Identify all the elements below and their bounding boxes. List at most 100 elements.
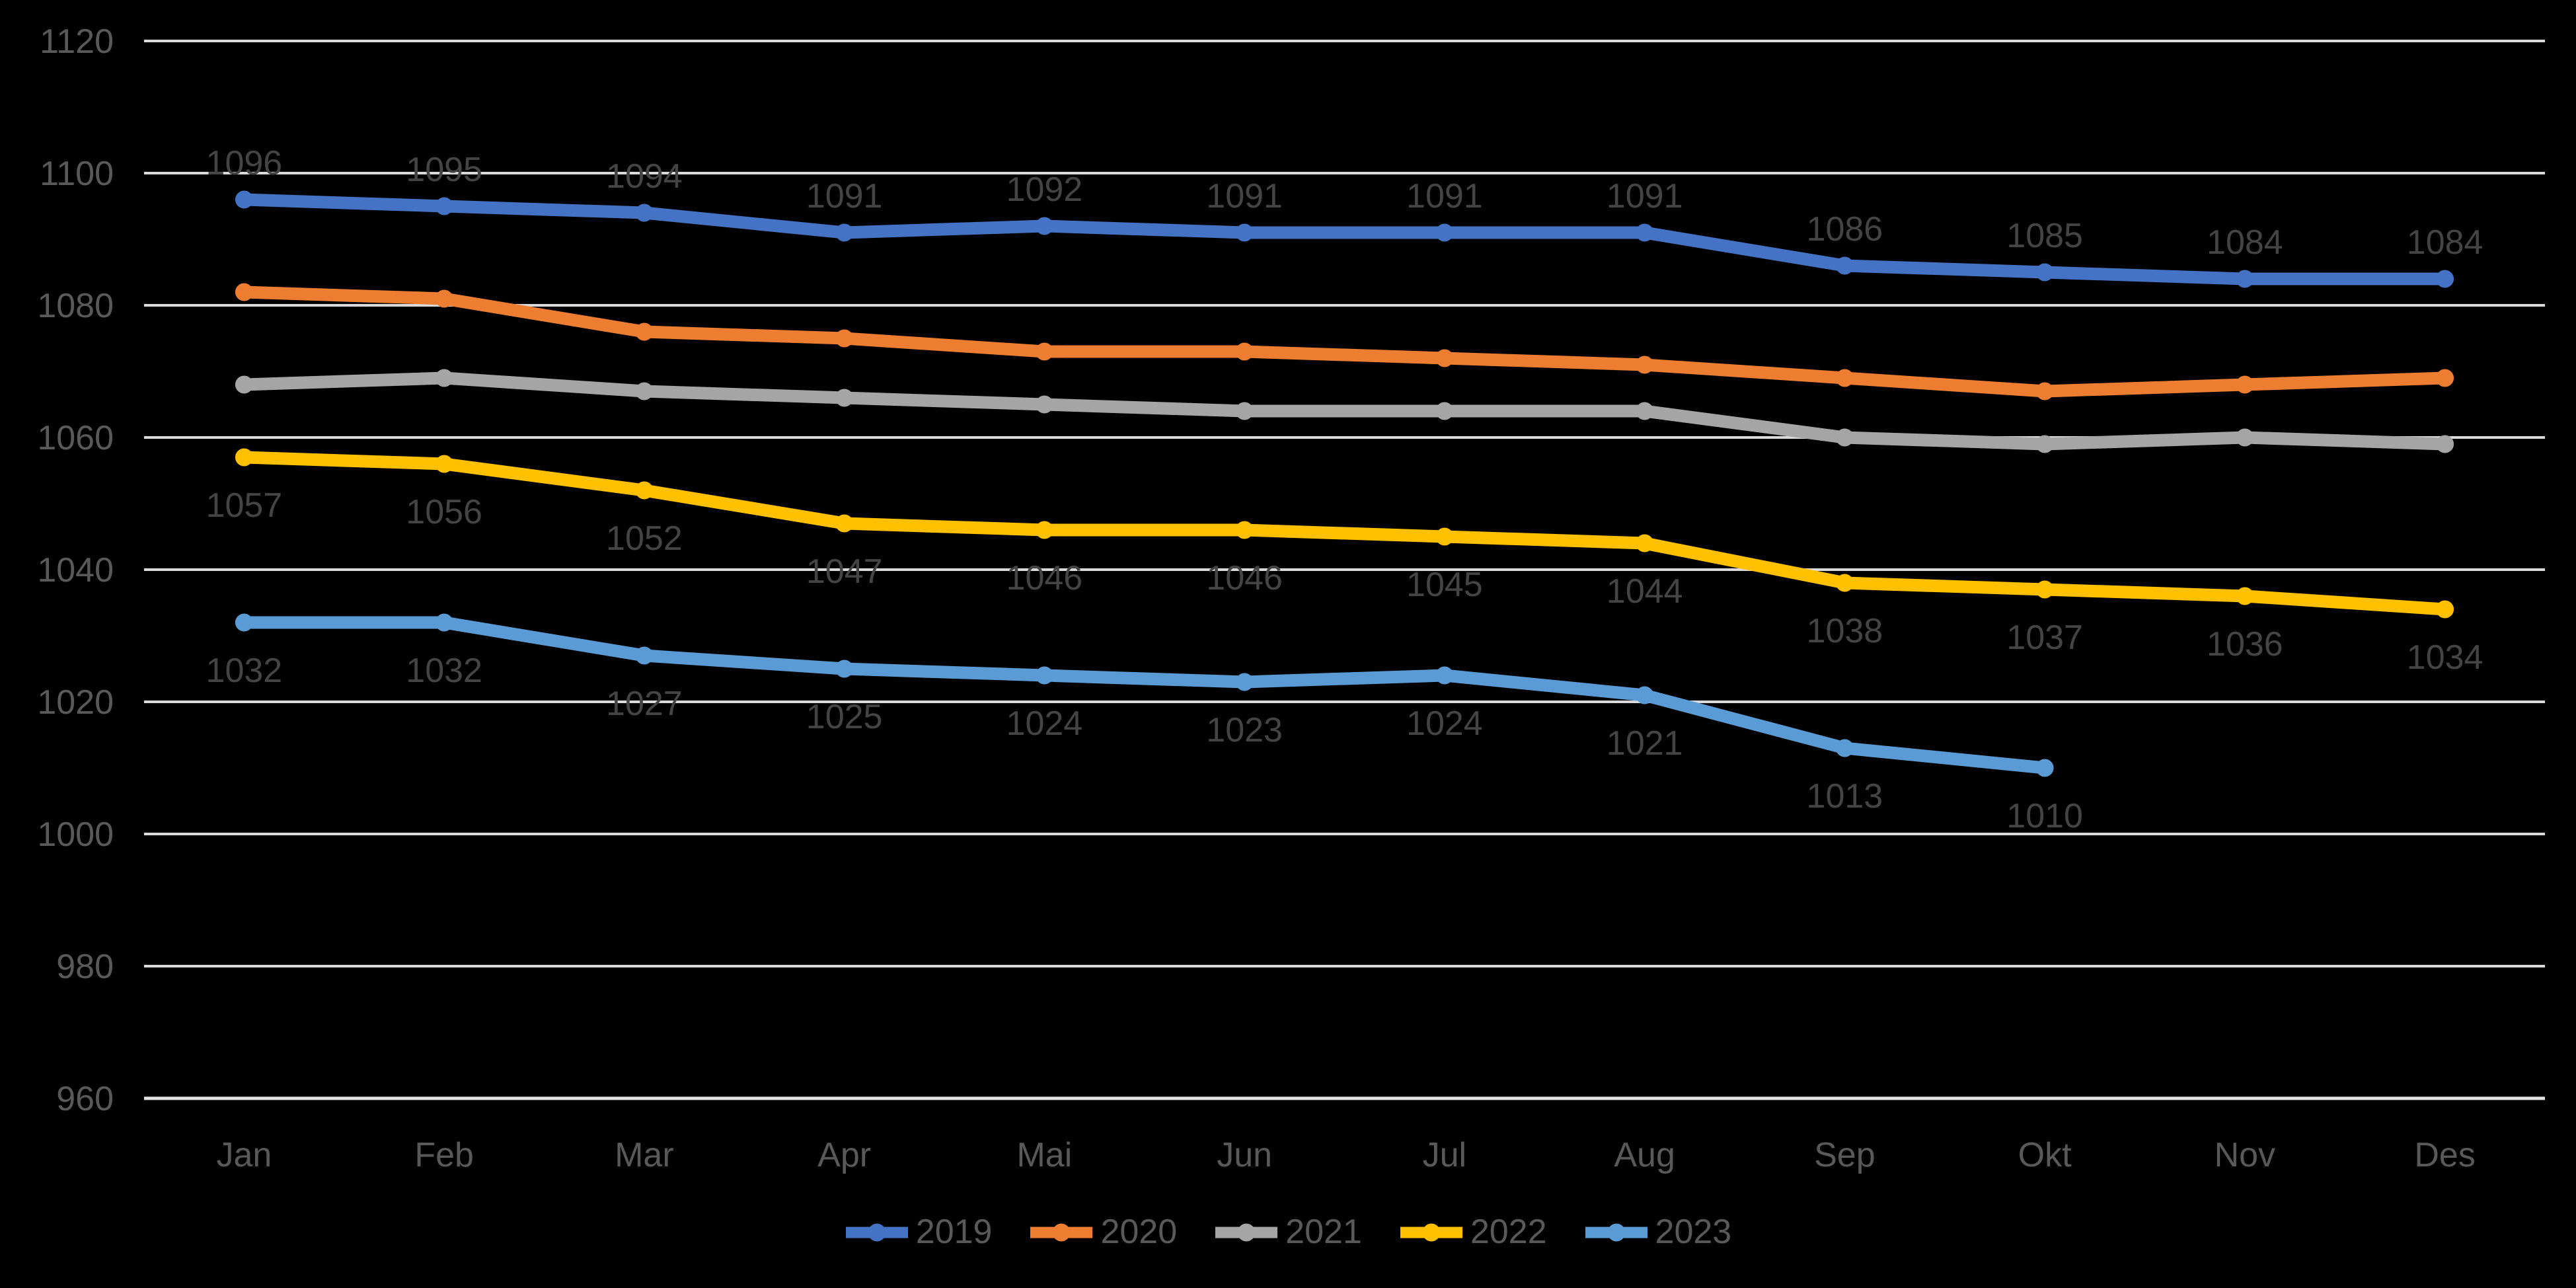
x-axis-tick-label: Jul — [1423, 1136, 1466, 1174]
data-point-marker-2021 — [235, 375, 253, 394]
series-line-2019 — [237, 193, 2452, 285]
data-point-marker-2022 — [2236, 587, 2254, 605]
data-label-2023: 1013 — [1807, 777, 1883, 815]
data-label-2022: 1047 — [806, 552, 883, 591]
y-axis-tick-label: 1060 — [37, 419, 114, 457]
y-axis-tick-label: 960 — [56, 1080, 114, 1118]
series-line-2020 — [237, 285, 2452, 398]
data-point-marker-2019 — [835, 223, 854, 242]
legend-marker-dot — [1607, 1223, 1626, 1242]
data-point-marker-2022 — [1835, 574, 1854, 592]
legend-item-2023: 2023 — [1584, 1213, 1732, 1251]
x-axis-tick-label: Apr — [817, 1136, 871, 1174]
data-point-marker-2021 — [1035, 395, 1053, 414]
data-point-marker-2023 — [1035, 666, 1053, 685]
data-label-2022: 1046 — [1006, 559, 1083, 597]
data-label-2019: 1091 — [806, 177, 883, 215]
data-point-marker-2022 — [2436, 600, 2454, 619]
data-point-marker-2021 — [835, 389, 854, 407]
data-point-marker-2019 — [2035, 263, 2054, 282]
y-axis-tick-label: 1040 — [37, 551, 114, 589]
data-point-marker-2023 — [235, 613, 253, 632]
y-axis-tick-label: 1000 — [37, 815, 114, 854]
data-point-marker-2023 — [1435, 666, 1454, 685]
data-point-marker-2022 — [435, 455, 453, 473]
data-point-marker-2021 — [2236, 428, 2254, 447]
data-label-2023: 1032 — [206, 652, 283, 690]
legend-label-2023: 2023 — [1655, 1213, 1732, 1251]
data-point-marker-2019 — [1435, 223, 1454, 242]
data-point-marker-2022 — [235, 448, 253, 467]
data-point-marker-2021 — [635, 382, 654, 400]
y-axis-tick-label: 980 — [56, 948, 114, 986]
data-label-2022: 1044 — [1607, 572, 1683, 611]
x-axis-tick-label: Jan — [216, 1136, 272, 1174]
x-axis-tick-label: Nov — [2215, 1136, 2275, 1174]
data-label-2023: 1023 — [1206, 711, 1283, 749]
data-point-marker-2020 — [2236, 375, 2254, 394]
legend-item-2021: 2021 — [1214, 1213, 1362, 1251]
legend-marker-2023 — [1585, 1223, 1648, 1242]
data-point-marker-2019 — [1035, 217, 1053, 235]
data-label-2019: 1091 — [1607, 177, 1683, 215]
y-axis-tick-label: 1080 — [37, 287, 114, 325]
x-axis-tick-label: Jun — [1217, 1136, 1272, 1174]
data-label-2019: 1091 — [1406, 177, 1483, 215]
data-label-2022: 1052 — [606, 519, 683, 558]
data-label-2023: 1010 — [2006, 797, 2083, 835]
y-axis-tick-label: 1100 — [40, 155, 114, 193]
data-point-marker-2021 — [435, 369, 453, 387]
series-line-2023 — [237, 616, 2051, 775]
data-point-marker-2023 — [1636, 686, 1654, 704]
x-axis-tick-label: Sep — [1814, 1136, 1875, 1174]
data-point-marker-2021 — [2035, 435, 2054, 453]
data-point-marker-2023 — [835, 660, 854, 678]
legend-item-2020: 2020 — [1029, 1213, 1177, 1251]
data-point-marker-2022 — [1035, 521, 1053, 539]
series-line-2022 — [237, 451, 2452, 616]
legend-marker-2020 — [1030, 1223, 1093, 1242]
x-axis-tick-label: Aug — [1614, 1136, 1675, 1174]
legend-label-2022: 2022 — [1470, 1213, 1547, 1251]
data-point-marker-2020 — [235, 283, 253, 301]
data-label-2019: 1096 — [206, 144, 283, 182]
data-label-2019: 1092 — [1006, 170, 1083, 209]
data-label-2022: 1038 — [1807, 612, 1883, 650]
data-point-marker-2021 — [1435, 402, 1454, 420]
data-label-2019: 1094 — [606, 157, 683, 196]
data-point-marker-2022 — [635, 481, 654, 500]
data-label-2023: 1032 — [406, 652, 482, 690]
data-label-2022: 1034 — [2407, 638, 2483, 677]
data-point-marker-2022 — [1435, 527, 1454, 546]
legend-marker-dot — [1422, 1223, 1441, 1242]
data-point-marker-2023 — [635, 646, 654, 665]
data-point-marker-2023 — [435, 613, 453, 632]
data-point-marker-2019 — [235, 190, 253, 209]
data-point-marker-2021 — [1636, 402, 1654, 420]
data-point-marker-2023 — [2035, 759, 2054, 777]
y-axis-tick-label: 1020 — [37, 683, 114, 722]
x-axis-tick-label: Mar — [615, 1136, 674, 1174]
data-label-2019: 1085 — [2006, 217, 2083, 255]
data-point-marker-2019 — [635, 204, 654, 222]
x-axis-tick-label: Mai — [1016, 1136, 1072, 1174]
data-label-2022: 1036 — [2207, 625, 2283, 663]
data-label-2019: 1084 — [2407, 223, 2483, 262]
data-label-2022: 1057 — [206, 486, 283, 525]
data-point-marker-2020 — [1035, 342, 1053, 361]
data-point-marker-2023 — [1835, 739, 1854, 757]
data-label-2019: 1084 — [2207, 223, 2283, 262]
data-point-marker-2021 — [2436, 435, 2454, 453]
data-point-marker-2021 — [1235, 402, 1254, 420]
data-point-marker-2022 — [1235, 521, 1254, 539]
data-point-marker-2019 — [2436, 270, 2454, 288]
data-point-marker-2019 — [1835, 256, 1854, 275]
y-axis-tick-label: 1120 — [40, 22, 114, 61]
data-point-marker-2022 — [2035, 580, 2054, 599]
data-point-marker-2020 — [1235, 342, 1254, 361]
data-point-marker-2020 — [2035, 382, 2054, 400]
data-point-marker-2020 — [635, 322, 654, 341]
legend-marker-dot — [868, 1223, 886, 1242]
x-axis-tick-label: Okt — [2018, 1136, 2072, 1174]
data-point-marker-2022 — [835, 514, 854, 533]
